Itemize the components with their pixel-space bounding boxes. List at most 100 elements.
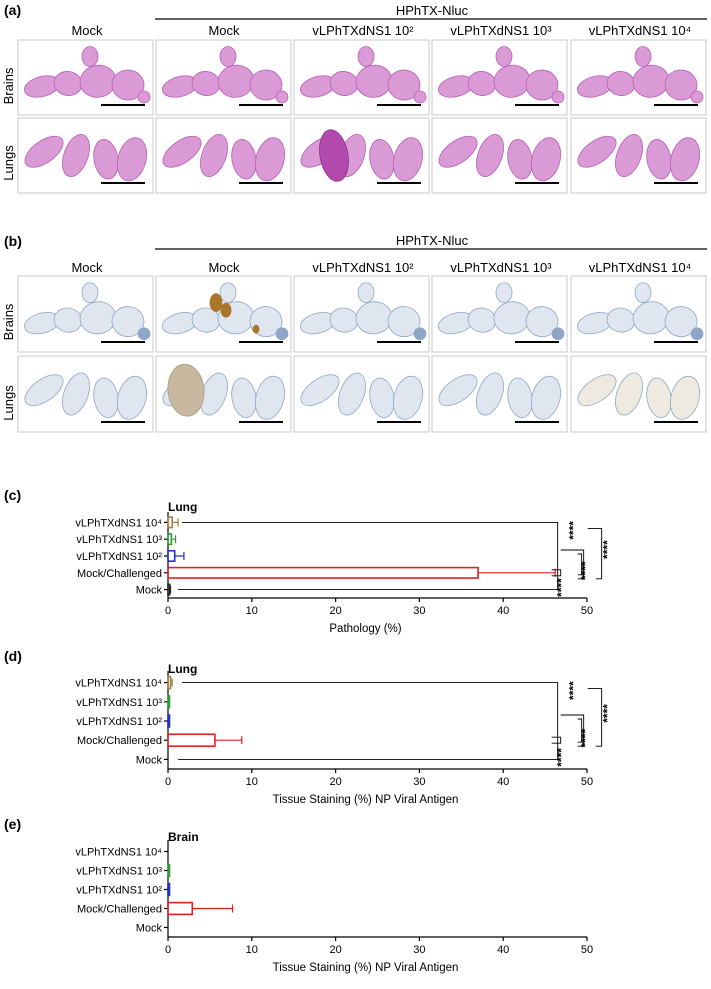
y-category-label: Mock/Challenged <box>77 904 162 916</box>
chart-c: (c) Lung 0 10 20 30 40 50 Pathology (%) vLPhTXdNS… <box>4 487 615 635</box>
lung-section <box>200 134 228 177</box>
lung-section <box>116 137 148 182</box>
brain-section <box>111 306 145 338</box>
x-axis-label: Pathology (%) <box>329 623 401 635</box>
panel-a-col-4: vLPhTXdNS1 10⁴ <box>589 23 691 38</box>
chart-title: Lung <box>168 500 197 514</box>
x-axis-label: Tissue Staining (%) NP Viral Antigen <box>273 794 459 806</box>
y-category-label: vLPhTXdNS1 10³ <box>76 866 162 878</box>
bar <box>167 695 171 709</box>
panel-b-col-2: vLPhTXdNS1 10² <box>312 260 414 275</box>
brain-section <box>275 327 289 341</box>
lung-section <box>615 372 643 416</box>
brain-section <box>275 90 289 104</box>
brain-section <box>357 46 375 67</box>
x-tick-label: 0 <box>165 944 171 956</box>
lung-section <box>577 374 617 407</box>
grid-b-cell-r0-c1 <box>155 275 292 353</box>
x-tick-label: 30 <box>413 944 425 956</box>
grid-a-cell-r1-c0 <box>17 117 154 194</box>
bar <box>167 882 171 897</box>
lung-section <box>615 134 643 177</box>
antigen-stain <box>167 363 205 417</box>
grid-a-cell-r1-c4 <box>570 117 707 194</box>
grid-b-cell-r1-c4 <box>570 355 707 433</box>
brain-section <box>551 90 565 104</box>
panel-letter: (c) <box>4 487 21 503</box>
brain-section <box>219 46 237 67</box>
panel-b-row-lungs: Lungs <box>1 385 16 421</box>
panel-a-row-brains: Brains <box>1 67 16 104</box>
significance-stars: **** <box>579 561 593 580</box>
x-tick-label: 40 <box>497 605 509 617</box>
lung-section <box>338 372 366 416</box>
panel-letter: (d) <box>4 648 22 664</box>
lung-section <box>162 135 202 168</box>
x-tick-label: 50 <box>581 944 593 956</box>
x-tick-label: 0 <box>165 776 171 788</box>
brain-section <box>249 69 283 101</box>
lung-section <box>530 375 562 420</box>
significance-bracket <box>577 553 583 576</box>
significance-bracket <box>560 549 585 580</box>
brain-section <box>634 46 652 67</box>
brain-section <box>690 327 704 341</box>
y-category-label: Mock/Challenged <box>77 735 162 747</box>
x-tick-label: 30 <box>413 776 425 788</box>
panel-a-image-grid <box>17 39 707 194</box>
grid-a-cell-r0-c3 <box>431 39 568 116</box>
panel-b-col-1: Mock <box>208 260 240 275</box>
y-category-label: vLPhTXdNS1 10³ <box>76 697 162 709</box>
lung-section <box>319 129 349 182</box>
significance-stars: **** <box>601 704 615 723</box>
panel-a: (a) HPhTX-Nluc Mock Mock vLPhTXdNS1 10² … <box>1 2 707 194</box>
x-axis-label: Tissue Staining (%) NP Viral Antigen <box>273 962 459 974</box>
lung-section <box>438 135 478 168</box>
lung-section <box>577 135 617 168</box>
significance-bracket <box>178 521 559 591</box>
brain-section <box>664 69 698 101</box>
x-tick-label: 30 <box>413 605 425 617</box>
grid-b-cell-r1-c3 <box>431 355 568 433</box>
antigen-stain <box>209 293 223 313</box>
significance-stars: **** <box>601 540 615 559</box>
panel-b-col-3: vLPhTXdNS1 10³ <box>450 260 552 275</box>
significance-stars: **** <box>567 521 581 540</box>
lung-section <box>669 375 701 420</box>
brain-section <box>525 69 559 101</box>
panel-b-col-4: vLPhTXdNS1 10⁴ <box>589 260 691 275</box>
lung-section <box>669 137 701 182</box>
antigen-stain <box>220 302 232 318</box>
brain-section <box>137 327 151 341</box>
grid-a-cell-r1-c3 <box>431 117 568 194</box>
brain-section <box>664 306 698 338</box>
lung-section <box>438 374 478 407</box>
chart-d: (d) Lung 0 10 20 30 40 50 Tissue Staining (%) NP… <box>4 648 615 806</box>
lung-section <box>62 134 90 177</box>
x-tick-label: 0 <box>165 605 171 617</box>
grid-a-cell-r1-c1 <box>155 117 292 194</box>
brain-section <box>413 327 427 341</box>
panel-b: (b) HPhTX-Nluc Mock Mock vLPhTXdNS1 10² … <box>1 233 707 433</box>
significance-stars: **** <box>579 729 593 748</box>
grid-b-cell-r1-c2 <box>293 355 430 433</box>
panel-letter: (e) <box>4 816 21 832</box>
brain-section <box>387 69 421 101</box>
brain-section <box>81 282 99 304</box>
x-tick-label: 40 <box>497 776 509 788</box>
grid-b-cell-r0-c3 <box>431 275 568 353</box>
x-tick-label: 10 <box>246 944 258 956</box>
panel-a-col-2: vLPhTXdNS1 10² <box>312 23 414 38</box>
x-tick-label: 20 <box>329 776 341 788</box>
lung-section <box>24 135 64 168</box>
panel-a-group-label: HPhTX-Nluc <box>396 3 469 18</box>
lung-section <box>24 374 64 407</box>
lung-section <box>392 375 424 420</box>
significance-bracket <box>551 736 562 744</box>
y-category-label: vLPhTXdNS1 10⁴ <box>75 678 162 690</box>
significance-stars: **** <box>555 748 569 767</box>
significance-bracket <box>587 527 603 580</box>
panel-a-letter: (a) <box>4 2 21 18</box>
x-tick-label: 10 <box>246 776 258 788</box>
brain-section <box>495 282 513 304</box>
